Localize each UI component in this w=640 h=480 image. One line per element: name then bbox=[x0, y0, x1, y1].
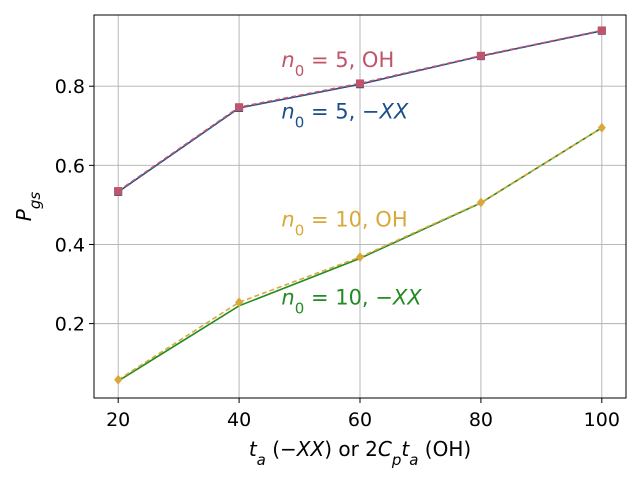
data-point bbox=[114, 374, 123, 385]
data-point bbox=[597, 26, 606, 35]
data-point bbox=[356, 79, 364, 88]
annotation-layer: n0 = 5, OH n0 = 5, −XX n0 = 10, OH n0 = 10,… bbox=[281, 48, 422, 317]
data-point bbox=[235, 103, 244, 112]
x-tick-label: 40 bbox=[227, 409, 251, 431]
x-tick-label: 60 bbox=[348, 409, 372, 431]
data-point bbox=[476, 197, 485, 208]
data-point bbox=[597, 122, 606, 133]
series-2 bbox=[114, 26, 606, 196]
x-tick-label: 20 bbox=[106, 409, 130, 431]
series-annotation: n0 = 5, OH bbox=[281, 48, 394, 80]
x-axis-label: ta (−XX) or 2Cpta (OH) bbox=[249, 437, 471, 469]
y-tick-label: 0.8 bbox=[55, 76, 85, 98]
series-4 bbox=[114, 122, 606, 385]
y-tick-label: 0.2 bbox=[55, 314, 85, 336]
data-point bbox=[356, 252, 364, 263]
data-point bbox=[476, 51, 485, 60]
series-annotation: n0 = 10, −XX bbox=[281, 286, 422, 318]
y-tick-label: 0.4 bbox=[55, 234, 85, 256]
axis-ticks: 20 40 60 80 100 0.2 0.4 0.6 0.8 bbox=[55, 76, 620, 431]
x-tick-label: 100 bbox=[584, 409, 620, 431]
series-line bbox=[117, 29, 602, 192]
data-point bbox=[114, 187, 123, 196]
y-axis-label: Pgs bbox=[12, 192, 44, 222]
series-annotation: n0 = 10, OH bbox=[281, 207, 407, 239]
x-tick-label: 80 bbox=[469, 409, 493, 431]
series-layer bbox=[114, 26, 606, 385]
y-tick-label: 0.6 bbox=[55, 155, 85, 177]
series-annotation: n0 = 5, −XX bbox=[281, 100, 409, 132]
data-point bbox=[235, 297, 244, 308]
